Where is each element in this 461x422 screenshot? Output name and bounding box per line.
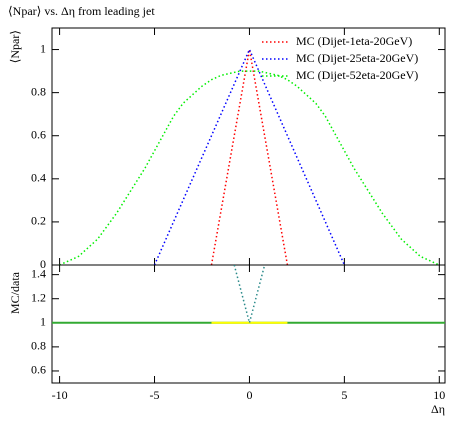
y-tick-label: 1.4 xyxy=(31,266,46,280)
y-tick-label: 0.4 xyxy=(31,171,46,185)
x-tick-label: -5 xyxy=(150,388,160,402)
y-axis-label: ⟨Npar⟩ xyxy=(8,30,22,63)
series-line xyxy=(233,265,266,326)
legend-label: MC (Dijet-52eta-20GeV) xyxy=(296,68,418,82)
series-line xyxy=(59,70,440,265)
series-line xyxy=(153,47,346,265)
y-tick-label: 0.6 xyxy=(31,363,46,377)
x-axis-label: Δη xyxy=(431,402,445,416)
x-tick-label: 0 xyxy=(246,388,252,402)
x-tick-label: 5 xyxy=(341,388,347,402)
x-tick-label: 10 xyxy=(433,388,445,402)
series-line xyxy=(210,49,289,265)
y-tick-label: 1 xyxy=(40,315,46,329)
x-tick-label: -10 xyxy=(52,388,68,402)
y-tick-label: 1 xyxy=(40,41,46,55)
y-tick-label: 0 xyxy=(40,257,46,271)
plot-frame xyxy=(51,264,446,384)
y-tick-label: 1.2 xyxy=(31,290,46,304)
y-tick-label: 0.2 xyxy=(31,214,46,228)
legend-label: MC (Dijet-1eta-20GeV) xyxy=(296,34,412,48)
y-axis-label: MC/data xyxy=(8,271,22,314)
y-tick-label: 0.8 xyxy=(31,84,46,98)
legend-label: MC (Dijet-25eta-20GeV) xyxy=(296,51,418,65)
y-tick-label: 0.8 xyxy=(31,339,46,353)
chart-title: ⟨Npar⟩ vs. Δη from leading jet xyxy=(8,4,155,18)
y-tick-label: 0.6 xyxy=(31,127,46,141)
